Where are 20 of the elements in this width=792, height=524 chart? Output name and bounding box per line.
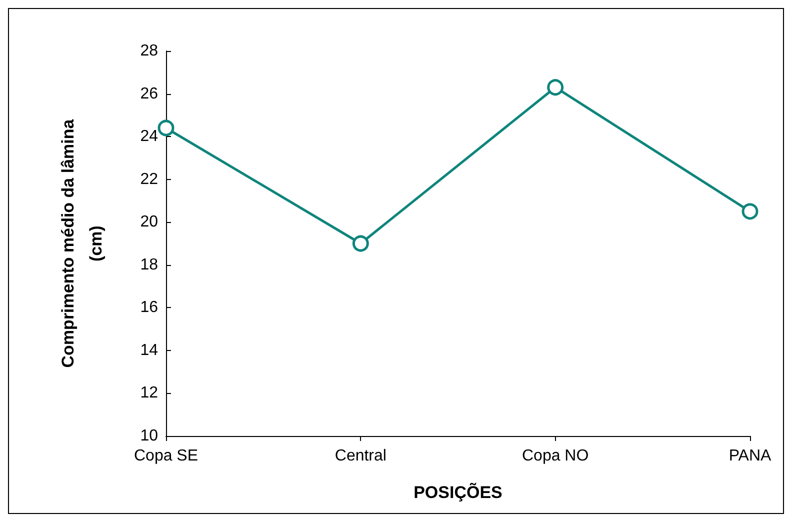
y-tick-label: 12 [140,384,158,402]
x-tick-label: Copa SE [134,448,198,464]
y-tick-label: 22 [140,170,158,188]
y-tick-label: 10 [140,428,158,444]
point [742,203,758,220]
y-tick-label: 20 [140,214,158,231]
y-tick-label: 14 [140,342,158,359]
y-tick-label: 16 [140,299,158,316]
point [352,235,369,252]
x-tick-label: PANA [728,448,772,464]
x-tick-label: Central [334,448,386,464]
y-tick-label: 26 [140,85,158,102]
x-axis-title: POSIÇÕES [414,482,502,502]
y-axis-title: Comprimento médio da lâmina (cm) [58,118,106,368]
y-tick-label: 18 [140,256,158,274]
x-tick-label: Copa NO [522,448,589,464]
y-tick-label: 24 [140,128,158,146]
y-tick-label: 28 [140,42,158,60]
point [158,120,174,136]
point [547,79,564,96]
